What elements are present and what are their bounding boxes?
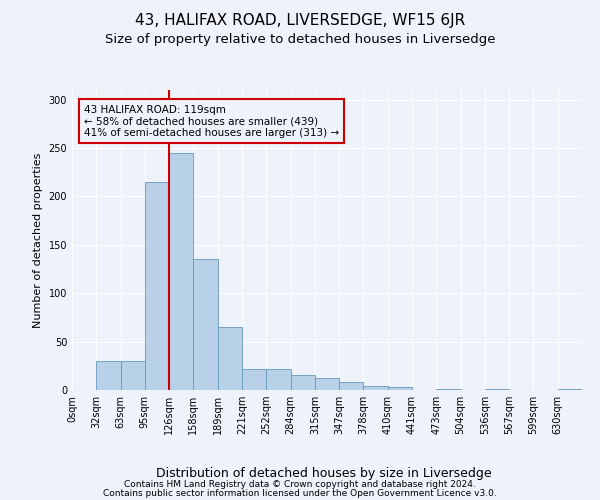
Text: 43 HALIFAX ROAD: 119sqm
← 58% of detached houses are smaller (439)
41% of semi-d: 43 HALIFAX ROAD: 119sqm ← 58% of detache… xyxy=(84,104,339,138)
Bar xyxy=(364,386,388,390)
Bar xyxy=(558,389,582,390)
Bar xyxy=(242,368,266,390)
Bar xyxy=(266,368,290,390)
Bar xyxy=(218,327,242,390)
Bar xyxy=(121,361,145,390)
Bar xyxy=(485,389,509,390)
Bar xyxy=(290,376,315,390)
Text: Distribution of detached houses by size in Liversedge: Distribution of detached houses by size … xyxy=(156,467,492,480)
Text: 43, HALIFAX ROAD, LIVERSEDGE, WF15 6JR: 43, HALIFAX ROAD, LIVERSEDGE, WF15 6JR xyxy=(135,12,465,28)
Bar xyxy=(193,260,218,390)
Bar xyxy=(96,361,121,390)
Text: Contains HM Land Registry data © Crown copyright and database right 2024.: Contains HM Land Registry data © Crown c… xyxy=(124,480,476,489)
Bar xyxy=(315,378,339,390)
Text: Size of property relative to detached houses in Liversedge: Size of property relative to detached ho… xyxy=(105,32,495,46)
Bar xyxy=(145,182,169,390)
Bar xyxy=(436,389,461,390)
Text: Contains public sector information licensed under the Open Government Licence v3: Contains public sector information licen… xyxy=(103,490,497,498)
Bar xyxy=(169,153,193,390)
Bar xyxy=(388,387,412,390)
Y-axis label: Number of detached properties: Number of detached properties xyxy=(33,152,43,328)
Bar xyxy=(339,382,364,390)
